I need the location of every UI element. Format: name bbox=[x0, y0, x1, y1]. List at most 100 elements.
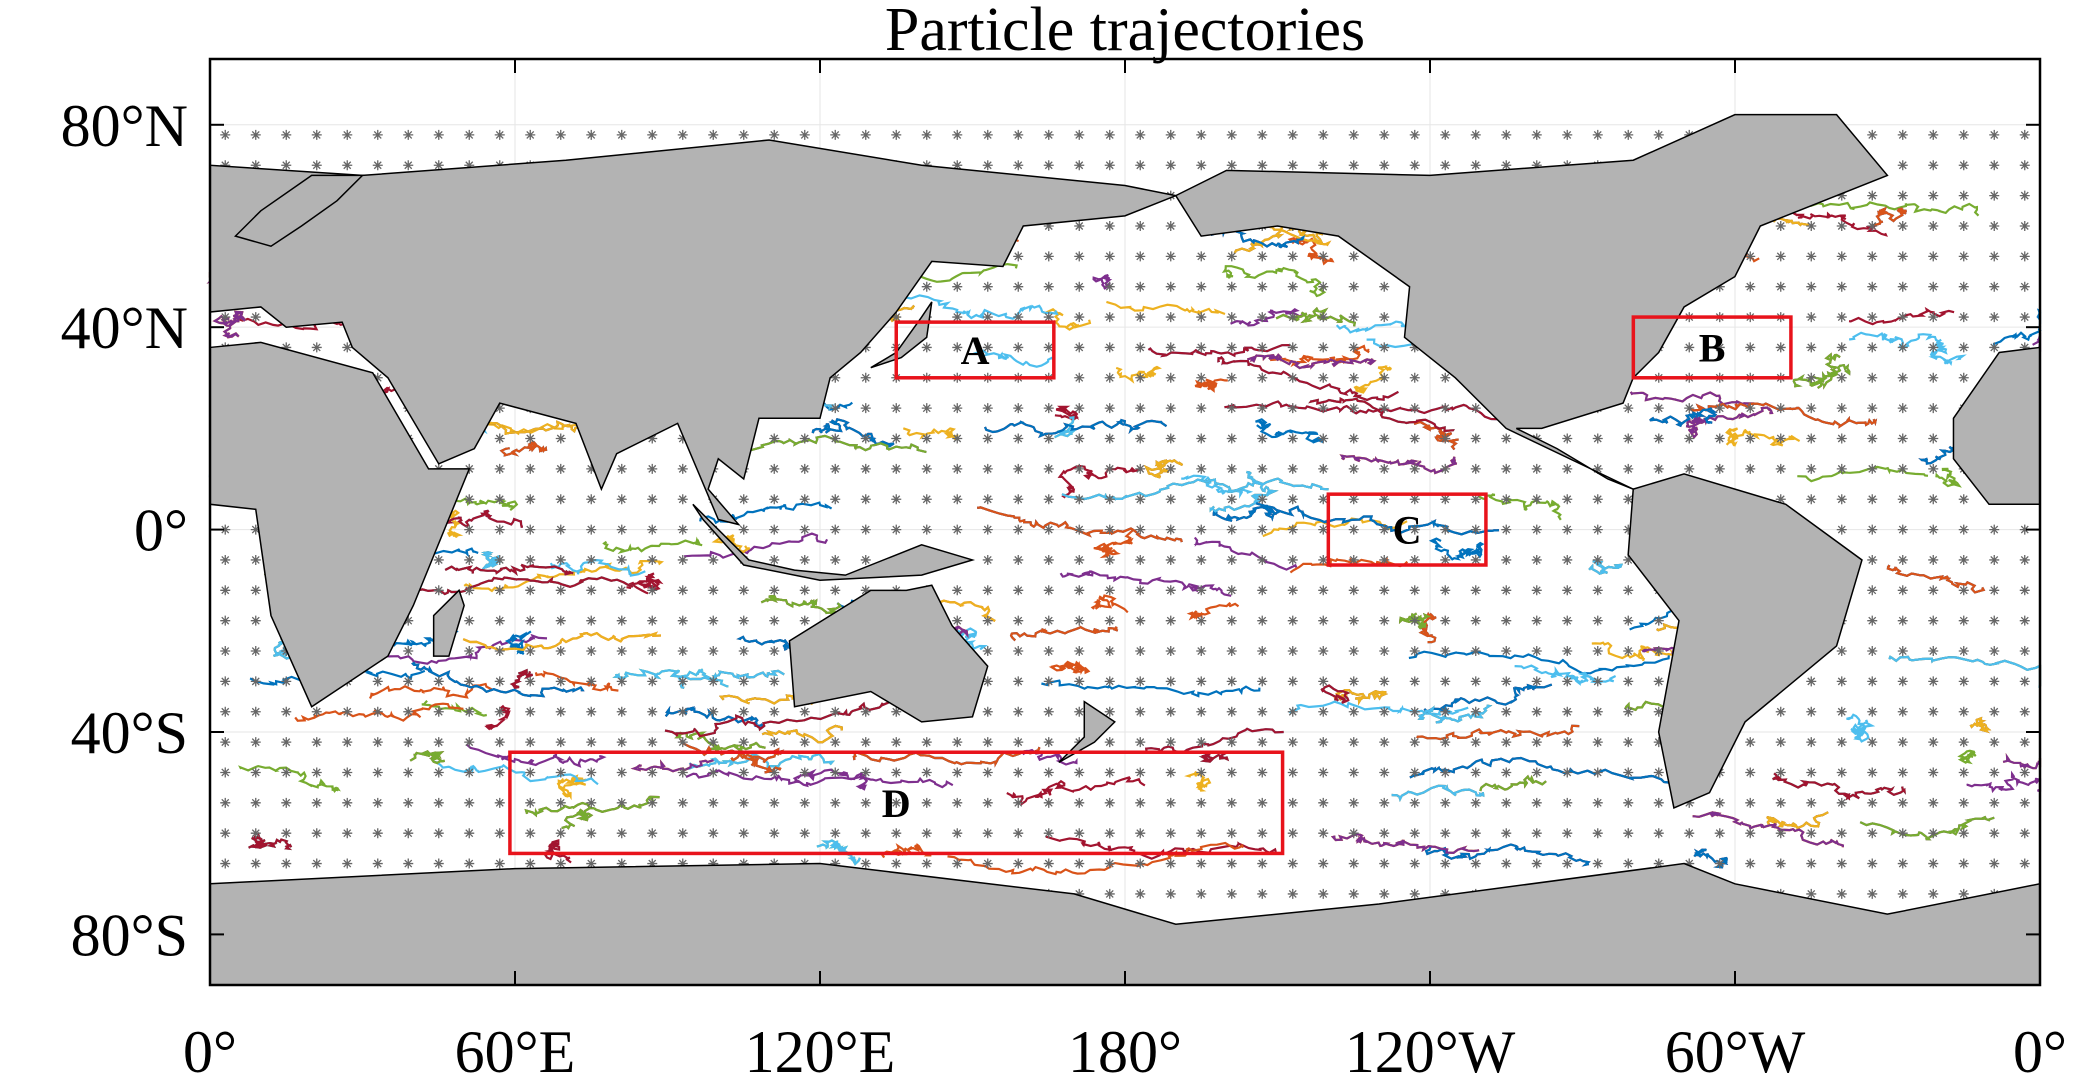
release-marker bbox=[1257, 433, 1268, 444]
release-marker bbox=[1287, 646, 1298, 657]
release-marker bbox=[1409, 160, 1420, 171]
release-marker bbox=[1531, 828, 1542, 839]
release-marker bbox=[1318, 312, 1329, 323]
release-marker bbox=[952, 403, 963, 414]
release-marker bbox=[1409, 858, 1420, 869]
release-marker bbox=[494, 706, 505, 717]
release-marker bbox=[311, 342, 322, 353]
release-marker bbox=[1043, 403, 1054, 414]
release-marker bbox=[1226, 463, 1237, 474]
release-marker bbox=[464, 585, 475, 596]
release-marker bbox=[1867, 888, 1878, 899]
release-marker bbox=[1013, 524, 1024, 535]
release-marker bbox=[1958, 676, 1969, 687]
release-marker bbox=[311, 129, 322, 140]
release-marker bbox=[1135, 858, 1146, 869]
release-marker bbox=[1928, 281, 1939, 292]
x-tick-label: 180° bbox=[1068, 1019, 1182, 1085]
release-marker bbox=[1196, 251, 1207, 262]
trajectory bbox=[602, 536, 703, 555]
release-marker bbox=[1897, 615, 1908, 626]
trajectory bbox=[711, 534, 751, 554]
trajectory bbox=[1217, 355, 1399, 402]
release-marker bbox=[1196, 372, 1207, 383]
y-tick-label: 40°N bbox=[61, 295, 188, 361]
europe-north bbox=[235, 175, 362, 246]
release-marker bbox=[1470, 767, 1481, 778]
release-marker bbox=[1775, 706, 1786, 717]
release-marker bbox=[891, 737, 902, 748]
release-marker bbox=[1226, 737, 1237, 748]
release-marker bbox=[860, 797, 871, 808]
release-marker bbox=[1257, 585, 1268, 596]
release-marker bbox=[1501, 676, 1512, 687]
release-marker bbox=[1348, 706, 1359, 717]
release-marker bbox=[1531, 646, 1542, 657]
release-marker bbox=[738, 676, 749, 687]
release-marker bbox=[1226, 160, 1237, 171]
trajectory bbox=[1428, 537, 1485, 561]
trajectory bbox=[411, 661, 585, 698]
trajectory bbox=[248, 831, 293, 851]
release-marker bbox=[1440, 524, 1451, 535]
release-marker bbox=[921, 342, 932, 353]
release-marker bbox=[1226, 403, 1237, 414]
trajectory bbox=[951, 627, 988, 652]
release-marker bbox=[616, 494, 627, 505]
release-marker bbox=[1074, 706, 1085, 717]
release-marker bbox=[1501, 554, 1512, 565]
release-marker bbox=[1104, 220, 1115, 231]
release-marker bbox=[2019, 858, 2030, 869]
trajectory bbox=[1408, 650, 1670, 675]
release-marker bbox=[1135, 554, 1146, 565]
trajectory bbox=[1791, 201, 1980, 217]
release-marker bbox=[555, 554, 566, 565]
trajectory bbox=[1093, 528, 1135, 559]
release-marker bbox=[1897, 403, 1908, 414]
release-marker bbox=[1653, 433, 1664, 444]
frame bbox=[208, 57, 2042, 987]
release-marker bbox=[1348, 251, 1359, 262]
y-tick-label: 80°S bbox=[71, 902, 188, 968]
release-marker bbox=[1104, 463, 1115, 474]
release-marker bbox=[1165, 585, 1176, 596]
release-marker bbox=[891, 524, 902, 535]
release-marker bbox=[1196, 433, 1207, 444]
release-marker bbox=[1440, 706, 1451, 717]
release-marker bbox=[1013, 160, 1024, 171]
release-marker bbox=[1836, 372, 1847, 383]
trajectory bbox=[676, 669, 785, 689]
trajectory bbox=[1009, 625, 1119, 642]
release-marker bbox=[1287, 858, 1298, 869]
release-marker bbox=[525, 737, 536, 748]
release-marker bbox=[464, 554, 475, 565]
release-marker bbox=[1165, 129, 1176, 140]
release-marker bbox=[921, 524, 932, 535]
release-marker bbox=[555, 737, 566, 748]
release-marker bbox=[1257, 646, 1268, 657]
release-marker bbox=[982, 615, 993, 626]
release-marker bbox=[677, 828, 688, 839]
release-marker bbox=[1226, 524, 1237, 535]
release-marker bbox=[525, 494, 536, 505]
release-marker bbox=[1196, 403, 1207, 414]
release-marker bbox=[830, 828, 841, 839]
release-marker bbox=[1623, 433, 1634, 444]
trajectory bbox=[1230, 307, 1306, 327]
release-marker bbox=[982, 797, 993, 808]
trajectory bbox=[1057, 464, 1143, 499]
release-marker bbox=[1379, 646, 1390, 657]
release-marker bbox=[1196, 737, 1207, 748]
release-marker bbox=[1867, 585, 1878, 596]
release-marker bbox=[1318, 372, 1329, 383]
release-marker bbox=[1196, 160, 1207, 171]
release-marker bbox=[1806, 858, 1817, 869]
release-marker bbox=[1135, 281, 1146, 292]
release-marker bbox=[708, 615, 719, 626]
region-label: D bbox=[882, 781, 911, 826]
trajectory bbox=[1514, 664, 1617, 686]
release-marker bbox=[586, 828, 597, 839]
release-marker bbox=[372, 797, 383, 808]
release-marker bbox=[799, 433, 810, 444]
release-marker bbox=[1958, 494, 1969, 505]
